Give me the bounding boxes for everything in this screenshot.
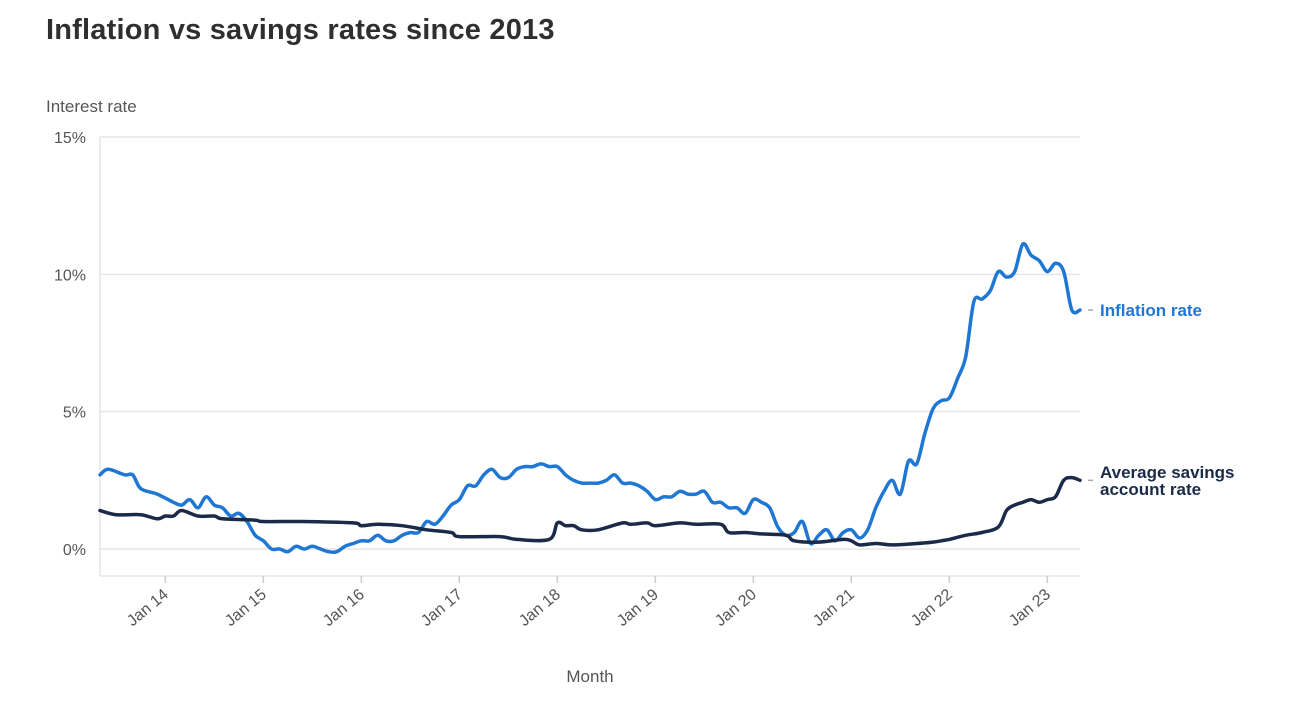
x-tick-label: Jan 21 — [810, 586, 858, 630]
average-savings-account-rate-label: Average savings — [1100, 463, 1235, 482]
y-tick-label: 0% — [63, 542, 86, 559]
x-tick-label: Jan 15 — [222, 586, 270, 630]
grid-lines — [100, 136, 1080, 550]
inflation-rate-label: Inflation rate — [1100, 301, 1202, 320]
x-tick-label: Jan 18 — [516, 586, 564, 630]
y-axis-title: Interest rate — [46, 97, 137, 116]
x-tick-label: Jan 23 — [1006, 586, 1054, 630]
x-tick-label: Jan 20 — [712, 586, 760, 630]
x-tick-label: Jan 22 — [908, 586, 956, 630]
series-lines — [98, 241, 1093, 555]
x-tick-label: Jan 14 — [124, 586, 172, 630]
x-tick-labels: Jan 14 Jan 15 Jan 16 Jan 17 Jan 18 Jan 19 Jan … — [124, 576, 1054, 630]
x-tick-label: Jan 17 — [418, 586, 466, 630]
average-savings-account-rate-line — [98, 475, 1082, 547]
chart-title: Inflation vs savings rates since 2013 — [46, 14, 555, 46]
inflation-rate-line — [98, 241, 1082, 555]
x-tick-label: Jan 19 — [614, 586, 662, 630]
x-tick-label: Jan 16 — [320, 586, 368, 630]
y-tick-label: 10% — [54, 267, 86, 284]
axes — [99, 137, 1080, 577]
average-savings-account-rate-label: account rate — [1100, 480, 1201, 499]
y-tick-labels: 0% 5% 10% 15% — [54, 130, 86, 559]
x-axis-title: Month — [566, 667, 613, 686]
y-tick-label: 5% — [63, 405, 86, 422]
y-tick-label: 15% — [54, 130, 86, 147]
